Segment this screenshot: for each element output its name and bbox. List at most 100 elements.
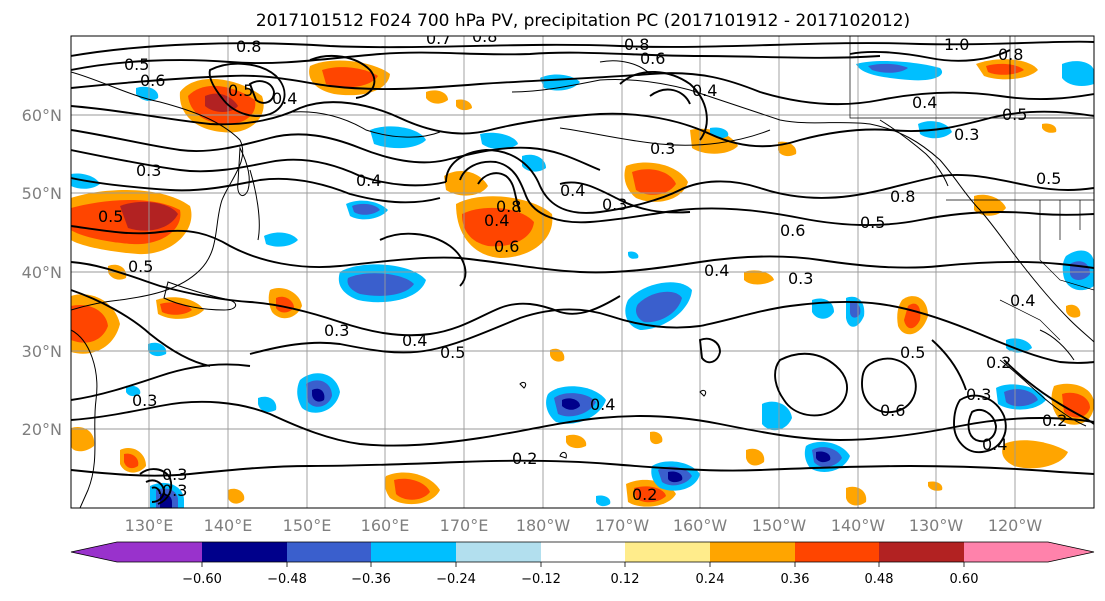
- lon-label: 160°W: [673, 516, 728, 535]
- contour-label: 0.5: [1002, 105, 1027, 124]
- lon-label: 150°W: [752, 516, 807, 535]
- lon-label: 140°W: [831, 516, 886, 535]
- contour-label: 0.4: [402, 331, 427, 350]
- colorbar-segment: [117, 542, 202, 562]
- colorbar-segment: [710, 542, 795, 562]
- colorbar-extend-high: [1048, 542, 1094, 562]
- colorbar-tick-label: 0.36: [781, 572, 810, 587]
- colorbar-tick-label: −0.12: [521, 572, 561, 587]
- contour-label: 0.3: [788, 269, 813, 288]
- lon-label: 140°E: [204, 516, 253, 535]
- contour-label: 0.2: [512, 449, 537, 468]
- contour-label: 0.8: [236, 37, 261, 56]
- contour-label: 0.3: [602, 195, 627, 214]
- contour-label: 0.5: [900, 343, 925, 362]
- colorbar-tick-label: 0.48: [865, 572, 894, 587]
- contour-label: 0.4: [1010, 291, 1035, 310]
- lat-label-20n: 20°N: [22, 420, 62, 439]
- contour-label: 0.5: [440, 343, 465, 362]
- contour-label: 0.6: [780, 221, 805, 240]
- contour-label: 0.5: [124, 55, 149, 74]
- contour-label: 0.6: [140, 71, 165, 90]
- contour-label: 0.8: [496, 197, 521, 216]
- lon-label: 130°W: [909, 516, 964, 535]
- pv-contour-labels: 0.8 0.8 0.7 0.8 1.0 0.8 0.5 0.6 0.4 0.5 …: [98, 27, 1067, 504]
- contour-label: 1.0: [944, 35, 969, 54]
- colorbar-segment: [456, 542, 541, 562]
- lat-label-50n: 50°N: [22, 184, 62, 203]
- lon-label: 160°E: [361, 516, 410, 535]
- colorbar-extend-low: [71, 542, 117, 562]
- contour-label: 0.6: [640, 49, 665, 68]
- pv-contours: [71, 40, 1094, 505]
- contour-label: 0.5: [128, 257, 153, 276]
- colorbar-segment: [964, 542, 1048, 562]
- contour-label: 0.5: [228, 81, 253, 100]
- contour-label: 0.4: [912, 93, 937, 112]
- contour-label: 0.8: [998, 45, 1023, 64]
- map-gridlines: [71, 36, 1094, 508]
- latitude-labels: 60°N 50°N 40°N 30°N 20°N: [22, 106, 62, 439]
- lon-label: 170°W: [595, 516, 650, 535]
- contour-label: 0.5: [860, 213, 885, 232]
- colorbar-tick-label: −0.60: [182, 572, 222, 587]
- contour-label: 0.4: [704, 261, 729, 280]
- contour-label: 0.4: [692, 81, 717, 100]
- contour-label: 0.4: [982, 435, 1007, 454]
- contour-label: 0.3: [162, 481, 187, 500]
- contour-label: 0.7: [426, 29, 451, 48]
- contour-label: 0.3: [966, 385, 991, 404]
- colorbar-tick-label: −0.48: [267, 572, 307, 587]
- colorbar-tick-label: 0.24: [696, 572, 725, 587]
- contour-label: 0.5: [98, 207, 123, 226]
- colorbar-segment: [287, 542, 371, 562]
- contour-label: 0.8: [472, 27, 497, 46]
- contour-label: 0.3: [650, 139, 675, 158]
- political-borders: [849, 36, 1094, 341]
- precipitation-positive-shading: [71, 59, 1094, 507]
- contour-label: 0.3: [136, 161, 161, 180]
- map-title: 2017101512 F024 700 hPa PV, precipitatio…: [256, 11, 910, 31]
- contour-label: 0.2: [1042, 411, 1067, 430]
- colorbar-segment: [625, 542, 710, 562]
- lat-label-30n: 30°N: [22, 342, 62, 361]
- contour-label: 0.3: [132, 391, 157, 410]
- contour-label: 0.4: [560, 181, 585, 200]
- colorbar-segment: [879, 542, 964, 562]
- contour-label: 0.3: [324, 321, 349, 340]
- lat-label-60n: 60°N: [22, 106, 62, 125]
- colorbar-tick-label: −0.24: [436, 572, 476, 587]
- contour-label: 0.6: [880, 401, 905, 420]
- colorbar: −0.60 −0.48 −0.36 −0.24 −0.12 0.12 0.24 …: [70, 541, 1095, 587]
- colorbar-segment: [371, 542, 456, 562]
- colorbar-tick-label: 0.12: [611, 572, 640, 587]
- contour-label: 0.8: [624, 35, 649, 54]
- contour-label: 0.6: [494, 237, 519, 256]
- contour-label: 0.2: [986, 353, 1011, 372]
- contour-label: 0.4: [484, 211, 509, 230]
- lon-label: 150°E: [283, 516, 332, 535]
- contour-label: 0.4: [272, 89, 297, 108]
- lat-label-40n: 40°N: [22, 263, 62, 282]
- contour-label: 0.4: [356, 171, 381, 190]
- contour-label: 0.3: [162, 465, 187, 484]
- colorbar-tick-label: 0.60: [950, 572, 979, 587]
- colorbar-tick-label: −0.36: [351, 572, 391, 587]
- longitude-labels: 130°E 140°E 150°E 160°E 170°E 180°W 170°…: [125, 516, 1043, 535]
- contour-label: 0.4: [590, 395, 615, 414]
- map-panel: 0.8 0.8 0.7 0.8 1.0 0.8 0.5 0.6 0.4 0.5 …: [70, 27, 1095, 509]
- contour-label: 0.3: [954, 125, 979, 144]
- precipitation-negative-shading: [71, 61, 1094, 508]
- map-frame: [70, 35, 1095, 509]
- contour-label: 0.8: [890, 187, 915, 206]
- colorbar-segment: [541, 542, 625, 562]
- contour-label: 0.2: [632, 485, 657, 504]
- lon-label: 130°E: [125, 516, 174, 535]
- contour-label: 0.5: [1036, 169, 1061, 188]
- lon-label: 180°W: [516, 516, 571, 535]
- colorbar-outline: [70, 541, 1095, 563]
- colorbar-segment: [202, 542, 287, 562]
- colorbar-segment: [795, 542, 879, 562]
- lon-label: 120°W: [988, 516, 1043, 535]
